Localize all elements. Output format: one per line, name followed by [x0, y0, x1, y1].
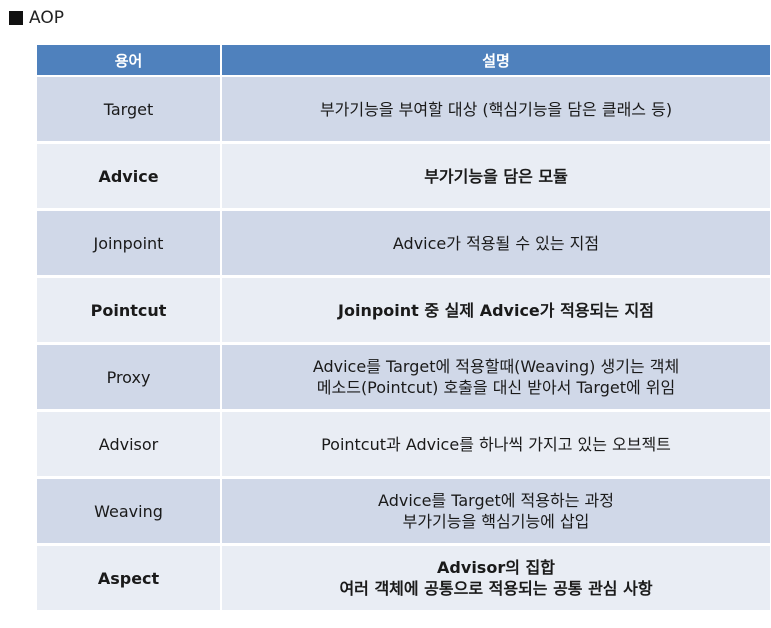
table-row: Advice 부가기능을 담은 모듈: [37, 142, 770, 211]
table-row: Aspect Advisor의 집합 여러 객체에 공통으로 적용되는 공통 관심 …: [37, 544, 770, 613]
description-cell: Advice가 적용될 수 있는 지점: [220, 209, 770, 278]
table-row: Proxy Advice를 Target에 적용할때(Weaving) 생기는 객…: [37, 343, 770, 412]
description-line: Advice가 적용될 수 있는 지점: [392, 233, 600, 253]
description-cell: 부가기능을 부여할 대상 (핵심기능을 담은 클래스 등): [220, 76, 770, 144]
description-line: 부가기능을 부여할 대상 (핵심기능을 담은 클래스 등): [319, 99, 673, 119]
description-cell: 부가기능을 담은 모듈: [220, 142, 770, 211]
description-line: Advice를 Target에 적용할때(Weaving) 생기는 객체: [312, 357, 680, 376]
section-heading-text: AOP: [29, 8, 64, 28]
term-cell: Target: [37, 76, 221, 144]
description-cell: Pointcut과 Advice를 하나씩 가지고 있는 오브젝트: [220, 410, 770, 479]
square-bullet-icon: [9, 11, 23, 25]
term-cell: Aspect: [37, 544, 221, 613]
table-row: Target 부가기능을 부여할 대상 (핵심기능을 담은 클래스 등): [37, 76, 770, 144]
table-header-row: 용어 설명: [37, 45, 770, 77]
table-row: Joinpoint Advice가 적용될 수 있는 지점: [37, 209, 770, 278]
table-row: Advisor Pointcut과 Advice를 하나씩 가지고 있는 오브젝트: [37, 410, 770, 479]
term-cell: Advisor: [37, 410, 221, 479]
description-line: Pointcut과 Advice를 하나씩 가지고 있는 오브젝트: [321, 434, 671, 454]
table-row: Weaving Advice를 Target에 적용하는 과정 부가기능을 핵심기능…: [37, 477, 770, 546]
description-line: Advice를 Target에 적용하는 과정: [378, 491, 614, 510]
term-cell: Pointcut: [37, 276, 221, 345]
term-cell: Advice: [37, 142, 221, 211]
aop-terms-table: 용어 설명 Target 부가기능을 부여할 대상 (핵심기능을 담은 클래스 등…: [37, 45, 770, 613]
description-cell: Joinpoint 중 실제 Advice가 적용되는 지점: [220, 276, 770, 345]
description-line: 여러 객체에 공통으로 적용되는 공통 관심 사항: [339, 579, 653, 598]
column-header-term: 용어: [37, 45, 221, 77]
term-cell: Weaving: [37, 477, 221, 546]
description-line: 부가기능을 핵심기능에 삽입: [402, 512, 590, 531]
table-row: Pointcut Joinpoint 중 실제 Advice가 적용되는 지점: [37, 276, 770, 345]
description-line: Joinpoint 중 실제 Advice가 적용되는 지점: [338, 300, 654, 320]
column-header-description: 설명: [220, 45, 770, 77]
description-line: 부가기능을 담은 모듈: [424, 166, 568, 186]
description-line: Advisor의 집합: [437, 558, 555, 577]
section-heading: AOP: [9, 8, 64, 28]
term-cell: Joinpoint: [37, 209, 221, 278]
term-cell: Proxy: [37, 343, 221, 412]
description-line: 메소드(Pointcut) 호출을 대신 받아서 Target에 위임: [316, 378, 676, 397]
